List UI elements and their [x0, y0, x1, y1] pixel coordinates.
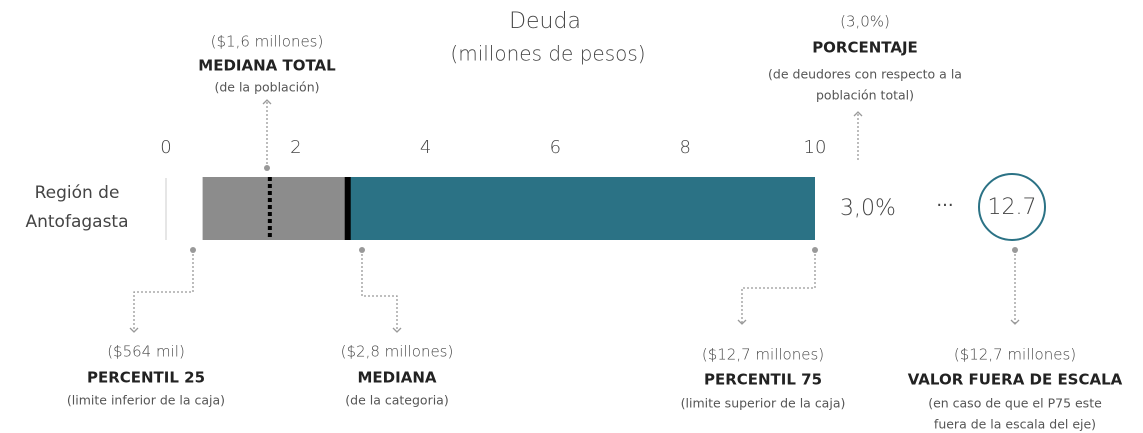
annotation-value: ($1,6 millones): [211, 33, 324, 51]
box-upper: [347, 177, 815, 240]
annotation-value: ($564 mil): [107, 343, 185, 361]
annotation-note: fuera de la escala del eje): [934, 417, 1096, 432]
x-tick-label: 4: [420, 137, 431, 158]
connector-dot: [812, 247, 818, 253]
connector: [129, 250, 194, 333]
x-tick-label: 2: [290, 137, 301, 158]
x-tick-label: 10: [804, 137, 827, 158]
category-label: Antofagasta: [25, 212, 128, 232]
annotation-title: MEDIANA TOTAL: [198, 57, 336, 75]
out-of-scale-circle: [978, 173, 1046, 241]
connector-dot: [359, 247, 365, 253]
annotation-note: población total): [816, 88, 914, 103]
annotation-note: (limite inferior de la caja): [67, 393, 225, 408]
annotation-value: (3,0%): [840, 13, 890, 31]
x-tick-label: 6: [550, 137, 561, 158]
annotation-value: ($2,8 millones): [341, 343, 454, 361]
annotation-title: MEDIANA: [358, 369, 437, 387]
annotation-value: ($12,7 millones): [954, 346, 1076, 364]
connector: [737, 250, 816, 325]
annotation-note: (en caso de que el P75 este: [928, 396, 1102, 411]
connector-dot: [264, 165, 270, 171]
category-label: Región de: [35, 183, 120, 203]
out-of-scale-label: 12.7: [988, 195, 1037, 220]
annotation-title: PORCENTAJE: [812, 39, 918, 57]
annotation-title: PERCENTIL 25: [87, 369, 205, 387]
median-line: [344, 177, 351, 240]
annotation-note: (de la población): [214, 80, 319, 95]
chart-title: Deuda: [509, 9, 581, 34]
chart-subtitle: (millones de pesos): [450, 42, 645, 66]
box-lower: [202, 177, 348, 240]
connector-dot: [1012, 247, 1018, 253]
percentage-label: 3,0%: [840, 196, 896, 221]
annotation-value: ($12,7 millones): [702, 346, 824, 364]
x-tick-label: 8: [679, 137, 690, 158]
annotation-title: PERCENTIL 75: [704, 371, 822, 389]
annotation-note: (limite superior de la caja): [681, 396, 846, 411]
annotation-title: VALOR FUERA DE ESCALA: [908, 371, 1123, 389]
x-tick-label: 0: [160, 137, 171, 158]
annotation-note: (de la categoria): [345, 393, 448, 408]
connector: [361, 250, 402, 333]
annotation-note: (de deudores con respecto a la: [768, 67, 962, 82]
connector-dot: [190, 247, 196, 253]
overflow-marker: ···: [936, 195, 953, 216]
